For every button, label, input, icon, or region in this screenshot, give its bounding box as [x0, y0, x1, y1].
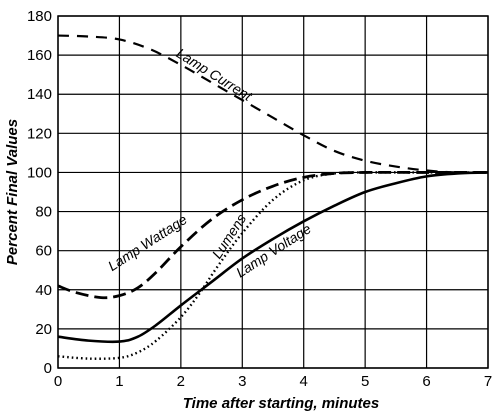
annotation-lamp-wattage: Lamp Wattage	[105, 211, 190, 274]
x-tick-label: 6	[422, 373, 430, 390]
x-tick-label: 0	[54, 373, 62, 390]
series-lumens-line	[57, 171, 488, 360]
y-tick-label: 60	[35, 243, 52, 260]
plot-frame	[57, 15, 489, 369]
y-axis-title: Percent Final Values	[4, 119, 21, 265]
y-tick-label: 140	[27, 86, 52, 103]
x-tick-label: 3	[238, 373, 246, 390]
series-lamp-voltage-line	[57, 171, 489, 344]
y-tick-label: 0	[44, 360, 52, 377]
series-lamp-wattage-line	[57, 170, 488, 300]
grid	[57, 15, 489, 369]
x-tick-labels: 0 1 2 3 4 5 6 7	[54, 373, 492, 390]
y-tick-labels: 0 20 40 60 80 100 120 140 160 180	[27, 8, 52, 377]
x-tick-label: 1	[115, 373, 123, 390]
y-tick-label: 120	[27, 125, 52, 142]
annotation-lumens: Lumens	[209, 211, 250, 261]
series-lamp-current-line	[57, 34, 489, 174]
x-axis-title: Time after starting, minutes	[183, 395, 379, 412]
y-tick-label: 100	[27, 164, 52, 181]
curves	[57, 34, 489, 360]
y-tick-label: 180	[27, 8, 52, 25]
x-tick-label: 2	[177, 373, 185, 390]
x-tick-label: 7	[484, 373, 492, 390]
y-tick-label: 160	[27, 47, 52, 64]
x-tick-label: 5	[361, 373, 369, 390]
y-tick-label: 40	[35, 282, 52, 299]
x-tick-label: 4	[300, 373, 308, 390]
y-tick-label: 80	[35, 204, 52, 221]
y-tick-label: 20	[35, 321, 52, 338]
annotation-lamp-current: Lamp Current	[174, 45, 256, 105]
